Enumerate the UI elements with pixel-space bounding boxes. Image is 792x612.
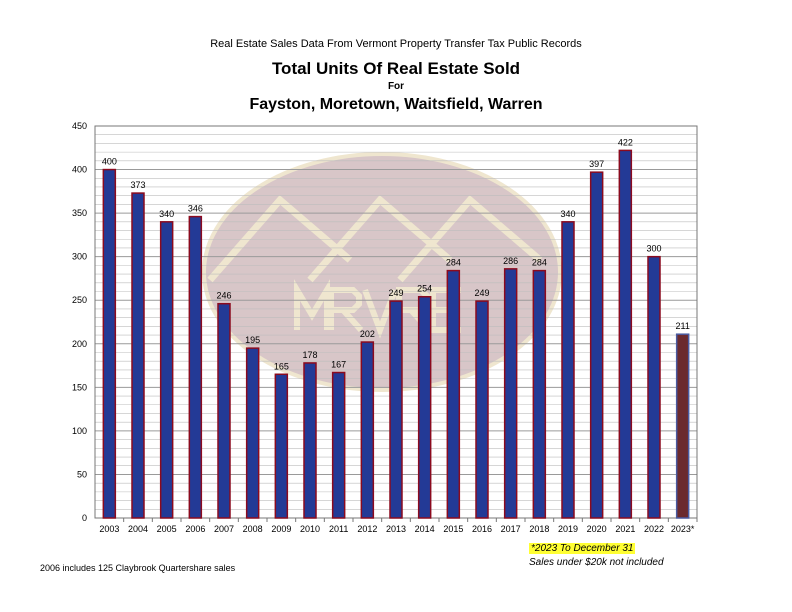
chart-for-label: For — [387, 81, 405, 92]
bar-2010 — [303, 362, 317, 519]
bar-2004 — [131, 192, 145, 519]
bar-2012 — [360, 341, 375, 519]
y-tick-label: 200 — [72, 339, 87, 349]
x-tick-label: 2019 — [558, 524, 578, 534]
x-tick-label: 2004 — [128, 524, 148, 534]
data-label: 373 — [130, 180, 145, 190]
watermark-mountain-peak — [397, 195, 543, 283]
watermark-mountain-peak — [207, 195, 353, 283]
y-tick-label: 350 — [72, 208, 87, 218]
bar-2022 — [647, 255, 661, 519]
bar-2008 — [245, 347, 260, 519]
bar-2020 — [589, 171, 604, 519]
data-label: 400 — [102, 157, 117, 167]
data-label: 254 — [417, 284, 432, 294]
data-label: 246 — [216, 291, 231, 301]
data-label: 249 — [388, 288, 403, 298]
x-tick-label: 2003 — [99, 524, 119, 534]
data-label: 284 — [446, 258, 461, 268]
bar-2009 — [274, 373, 289, 519]
y-tick-label: 300 — [72, 252, 87, 262]
x-tick-label: 2014 — [415, 524, 435, 534]
x-tick-label: 2006 — [185, 524, 205, 534]
bar-2016 — [475, 300, 489, 519]
data-label: 397 — [589, 159, 604, 169]
watermark-letter-stroke — [340, 307, 364, 333]
data-label: 165 — [274, 361, 289, 371]
x-tick-label: 2012 — [357, 524, 377, 534]
watermark-letter-stroke — [328, 287, 362, 330]
x-tick-label: 2007 — [214, 524, 234, 534]
chart-supertitle: Real Estate Sales Data From Vermont Prop… — [210, 38, 582, 50]
x-tick-label: 2008 — [243, 524, 263, 534]
data-label: 346 — [188, 204, 203, 214]
x-tick-label: 2022 — [644, 524, 664, 534]
bar-2021 — [618, 149, 633, 519]
x-tick-label: 2005 — [157, 524, 177, 534]
x-tick-label: 2015 — [443, 524, 463, 534]
note-2023-highlight: *2023 To December 31 — [529, 543, 636, 554]
data-label: 300 — [646, 244, 661, 254]
bar-2017 — [503, 268, 518, 519]
x-tick-label: 2010 — [300, 524, 320, 534]
y-tick-label: 250 — [72, 295, 87, 305]
x-tick-label: 2023* — [671, 524, 695, 534]
bar-2003 — [102, 168, 117, 519]
data-label: 340 — [159, 209, 174, 219]
data-label: 340 — [560, 209, 575, 219]
x-tick-label: 2017 — [501, 524, 521, 534]
x-tick-label: 2021 — [615, 524, 635, 534]
chart-title: Total Units Of Real Estate Sold — [271, 59, 521, 78]
watermark-letter-stroke — [294, 279, 330, 330]
y-tick-label: 100 — [72, 426, 87, 436]
data-label: 286 — [503, 256, 518, 266]
bar-2013 — [389, 300, 403, 519]
x-tick-label: 2009 — [271, 524, 291, 534]
bar-2006 — [188, 215, 203, 519]
bar-2018 — [532, 269, 547, 519]
data-label: 422 — [618, 137, 633, 147]
y-tick-label: 0 — [82, 513, 87, 523]
data-label: 167 — [331, 360, 346, 370]
bar-2014 — [417, 295, 432, 519]
data-label: 202 — [360, 329, 375, 339]
data-label: 178 — [302, 350, 317, 360]
data-label: 284 — [532, 258, 547, 268]
y-tick-label: 450 — [72, 121, 87, 131]
note-excluded: Sales under $20k not included — [529, 557, 664, 568]
bar-2011 — [331, 371, 346, 519]
bar-2019 — [561, 221, 575, 519]
y-tick-label: 400 — [72, 165, 87, 175]
bar-2007 — [217, 302, 231, 519]
footnote: 2006 includes 125 Claybrook Quartershare… — [40, 563, 236, 573]
watermark-mountain-peak — [307, 195, 453, 283]
bar-2015 — [446, 269, 461, 519]
x-tick-label: 2018 — [529, 524, 549, 534]
y-tick-label: 50 — [77, 469, 87, 479]
data-label: 249 — [474, 288, 489, 298]
x-tick-label: 2016 — [472, 524, 492, 534]
y-tick-label: 150 — [72, 382, 87, 392]
data-label: 211 — [675, 321, 689, 331]
x-tick-label: 2013 — [386, 524, 406, 534]
chart-subtitle: Fayston, Moretown, Waitsfield, Warren — [249, 96, 543, 113]
bar-2005 — [159, 221, 174, 519]
data-label: 195 — [245, 335, 260, 345]
bar-2023* — [675, 333, 690, 519]
x-tick-label: 2011 — [329, 524, 348, 534]
x-tick-label: 2020 — [587, 524, 607, 534]
